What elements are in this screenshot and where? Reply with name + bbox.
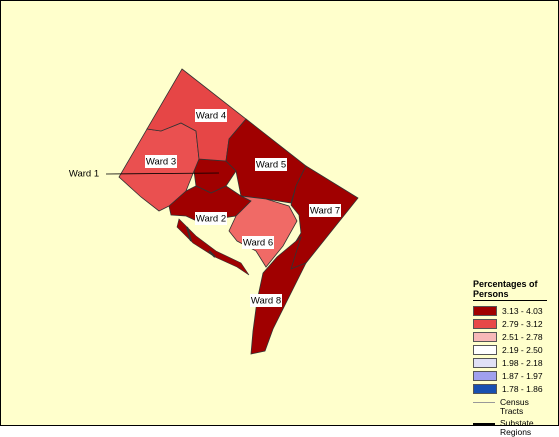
ward-name: Ward 4 <box>196 111 226 122</box>
river-strip <box>176 218 250 276</box>
island <box>186 226 216 258</box>
legend-label: 2.19 - 2.50 <box>502 344 543 355</box>
label-box <box>195 109 227 122</box>
legend-label: Substate Regions <box>500 418 534 437</box>
ward-label: Ward 4 <box>195 109 227 122</box>
ward-name: Ward 1 <box>69 169 99 180</box>
ward-name: Ward 5 <box>256 160 286 171</box>
map: Ward 1 Ward 2 Ward 3 Ward 4 Ward 5 Ward 6 Ward… <box>69 68 359 355</box>
legend-title: Percentages of Persons <box>473 279 547 301</box>
legend-label: Census Tracts <box>500 397 529 416</box>
legend-label: 2.51 - 2.78 <box>502 331 543 342</box>
legend-item: 1.78 - 1.86 <box>473 382 557 395</box>
label-box <box>255 158 287 171</box>
legend-item: 2.79 - 3.12 <box>473 317 557 330</box>
legend-label: 1.98 - 2.18 <box>502 357 543 368</box>
leader-line <box>105 172 220 175</box>
ward-label: Ward 6 <box>242 236 274 249</box>
legend-swatch <box>473 331 497 342</box>
legend-label: 2.79 - 3.12 <box>502 318 543 329</box>
legend-line-item: Census Tracts <box>473 398 557 416</box>
legend-swatch <box>473 305 497 316</box>
legend-item: 2.19 - 2.50 <box>473 343 557 356</box>
ward-label: Ward 3 <box>145 155 177 168</box>
label-box <box>195 212 227 225</box>
ward-label: Ward 7 <box>309 204 341 217</box>
ward-name: Ward 7 <box>310 206 340 217</box>
legend-item: 2.51 - 2.78 <box>473 330 557 343</box>
legend-item: 1.87 - 1.97 <box>473 369 557 382</box>
legend-line <box>473 423 495 425</box>
ward-name: Ward 2 <box>196 214 226 225</box>
legend-line-item: Substate Regions <box>473 419 557 437</box>
ward-name: Ward 3 <box>146 157 176 168</box>
legend-swatch <box>473 370 497 381</box>
legend-item: 1.98 - 2.18 <box>473 356 557 369</box>
legend-swatch <box>473 318 497 329</box>
legend-item: 3.13 - 4.03 <box>473 304 557 317</box>
ward-label: Ward 8 <box>250 294 282 307</box>
label-box <box>309 204 341 217</box>
legend-swatch <box>473 344 497 355</box>
legend-label: 1.78 - 1.86 <box>502 383 543 394</box>
legend-label: 3.13 - 4.03 <box>502 305 543 316</box>
ward-area <box>228 195 298 268</box>
label-box <box>145 155 177 168</box>
legend-swatch <box>473 383 497 394</box>
label-box <box>242 236 274 249</box>
ward-label: Ward 1 <box>69 169 220 180</box>
legend-label: 1.87 - 1.97 <box>502 370 543 381</box>
ward-label: Ward 2 <box>195 212 227 225</box>
legend: Percentages of Persons 3.13 - 4.03 2.79 -… <box>473 279 557 437</box>
legend-swatch <box>473 357 497 368</box>
ward-name: Ward 6 <box>243 238 273 249</box>
label-box <box>250 294 282 307</box>
legend-line <box>473 402 495 403</box>
ward-name: Ward 8 <box>251 296 281 307</box>
ward-label: Ward 5 <box>255 158 287 171</box>
